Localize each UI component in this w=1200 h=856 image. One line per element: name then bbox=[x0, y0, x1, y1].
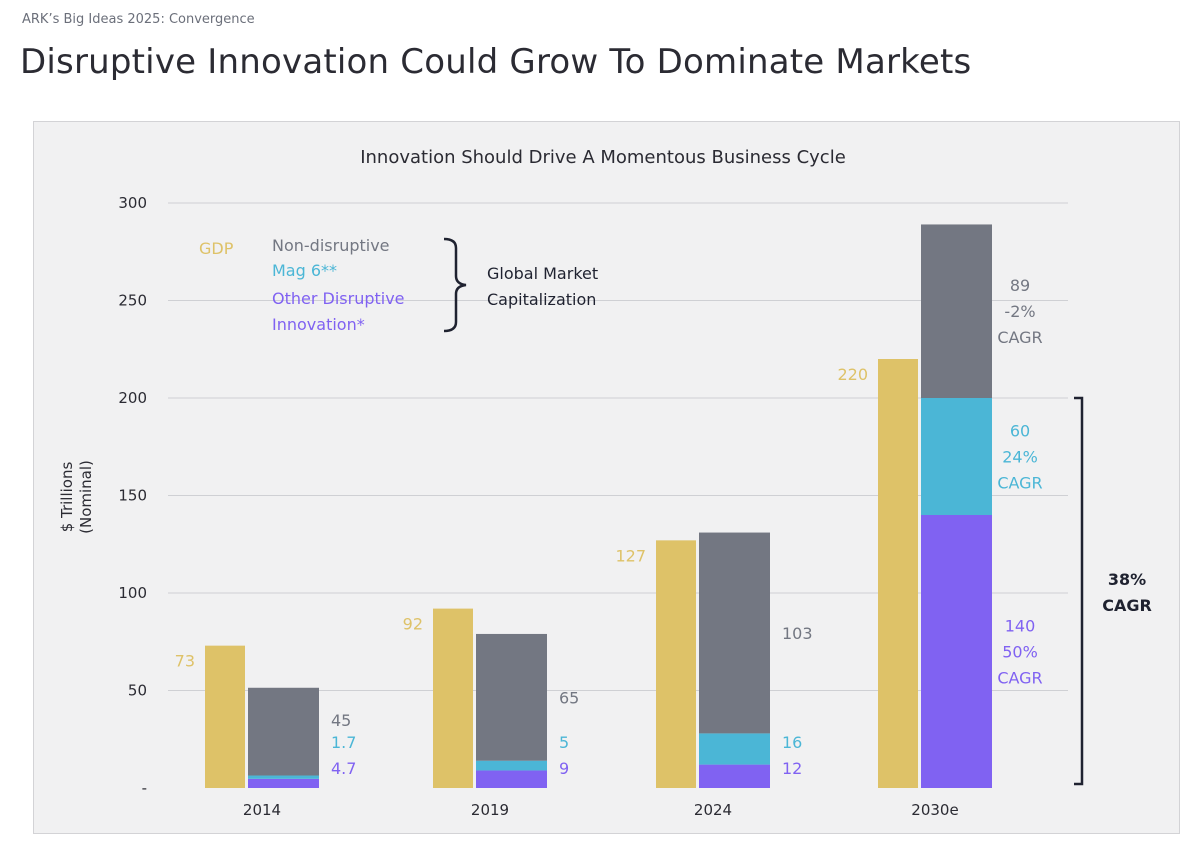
legend-gdp: GDP bbox=[199, 239, 234, 258]
x-tick-2019: 2019 bbox=[471, 801, 509, 819]
non-disruptive-label-2014: 45 bbox=[331, 711, 351, 730]
y-tick-0: - bbox=[142, 779, 147, 797]
y-tick-100: 100 bbox=[118, 584, 147, 602]
legend-mag6: Mag 6** bbox=[272, 261, 337, 280]
header-eyebrow: ARK’s Big Ideas 2025: Convergence bbox=[22, 12, 255, 27]
mag6-bar-2014 bbox=[248, 775, 319, 779]
gdp-label-2014: 73 bbox=[175, 652, 195, 671]
y-tick-200: 200 bbox=[118, 389, 147, 407]
other-disruptive-bar-2014 bbox=[248, 778, 319, 788]
mag6-bar-2030e bbox=[921, 398, 992, 515]
legend-non-disruptive: Non-disruptive bbox=[272, 236, 390, 255]
y-axis-title-line-1: $ Trillions bbox=[58, 462, 76, 533]
gdp-label-2030e: 220 bbox=[837, 365, 868, 384]
mag6-label-2030e: 60 24% CAGR bbox=[997, 422, 1042, 493]
legend-group-label-line-2: Capitalization bbox=[487, 290, 596, 309]
other-disruptive-bar-2030e bbox=[921, 515, 992, 788]
mag6-bar-2024 bbox=[699, 733, 770, 765]
y-axis-ticks: - 50 100 150 200 250 300 bbox=[118, 194, 147, 797]
other-disruptive-label-2014: 4.7 bbox=[331, 759, 356, 778]
other-disruptive-label-2030e: 140 50% CAGR bbox=[997, 617, 1042, 688]
legend-other-disruptive-cont: Innovation* bbox=[272, 315, 365, 334]
page-title: Disruptive Innovation Could Grow To Domi… bbox=[20, 42, 972, 82]
legend-brace bbox=[443, 237, 467, 333]
gdp-bar-2019 bbox=[433, 608, 473, 788]
other-disruptive-bar-2019 bbox=[476, 770, 547, 788]
y-tick-50: 50 bbox=[128, 682, 147, 700]
callout-label: CAGR bbox=[1102, 596, 1152, 615]
other-disruptive-bar-2024 bbox=[699, 764, 770, 788]
mag6-label-2019: 5 bbox=[559, 733, 569, 752]
non-disruptive-label-2019: 65 bbox=[559, 688, 579, 707]
cagr-callout: 38% CAGR bbox=[1074, 396, 1152, 786]
gdp-label-2019: 92 bbox=[403, 615, 423, 634]
non-disruptive-label-2024: 103 bbox=[782, 624, 813, 643]
y-tick-300: 300 bbox=[118, 194, 147, 212]
x-tick-2030e: 2030e bbox=[911, 801, 958, 819]
y-tick-250: 250 bbox=[118, 292, 147, 310]
legend-group-label-line-1: Global Market bbox=[487, 264, 598, 283]
y-axis-title-line-2: (Nominal) bbox=[77, 460, 95, 534]
other-disruptive-label-2024: 12 bbox=[782, 759, 802, 778]
x-tick-2014: 2014 bbox=[243, 801, 281, 819]
y-tick-150: 150 bbox=[118, 487, 147, 505]
legend-other-disruptive: Other Disruptive bbox=[272, 289, 405, 308]
mag6-label-2024: 16 bbox=[782, 733, 802, 752]
data-labels: 73 4.7 1.7 45 92 9 5 65 127 12 16 103 220 140 50% CAGR 6… bbox=[175, 276, 1043, 778]
gdp-label-2024: 127 bbox=[615, 546, 646, 565]
callout-bracket bbox=[1074, 396, 1084, 786]
legend: GDP Non-disruptive Mag 6** Other Disrupt… bbox=[199, 236, 598, 334]
bars bbox=[205, 224, 992, 788]
non-disruptive-bar-2019 bbox=[476, 633, 547, 761]
callout-value: 38% bbox=[1108, 570, 1146, 589]
chart-title: Innovation Should Drive A Momentous Busi… bbox=[360, 147, 846, 168]
non-disruptive-bar-2024 bbox=[699, 532, 770, 734]
other-disruptive-label-2019: 9 bbox=[559, 759, 569, 778]
non-disruptive-bar-2030e bbox=[921, 224, 992, 398]
x-tick-2024: 2024 bbox=[694, 801, 732, 819]
non-disruptive-label-2030e: 89 -2% CAGR bbox=[997, 276, 1042, 347]
mag6-label-2014: 1.7 bbox=[331, 733, 356, 752]
y-axis-title: $ Trillions (Nominal) bbox=[58, 460, 95, 534]
non-disruptive-bar-2014 bbox=[248, 687, 319, 776]
gdp-bar-2024 bbox=[656, 540, 696, 788]
gdp-bar-2014 bbox=[205, 645, 245, 788]
mag6-bar-2019 bbox=[476, 760, 547, 771]
x-axis-ticks: 2014 2019 2024 2030e bbox=[243, 801, 959, 819]
gdp-bar-2030e bbox=[878, 359, 918, 788]
